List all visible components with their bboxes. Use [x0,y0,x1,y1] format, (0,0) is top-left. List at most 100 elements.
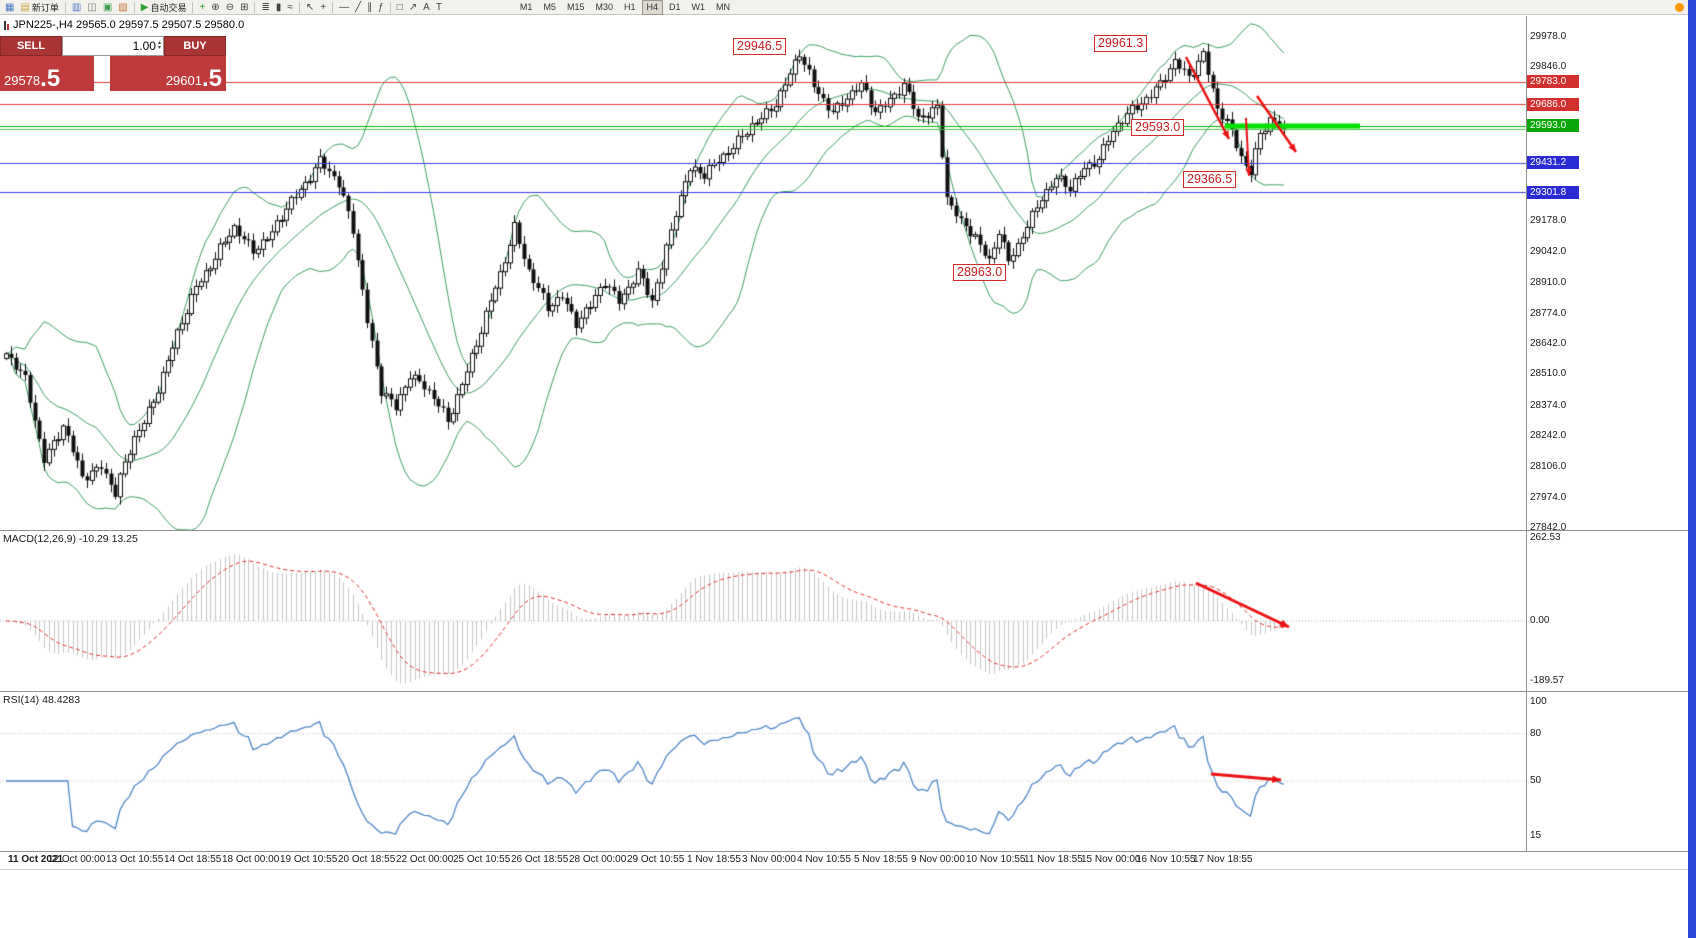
price-axis-label: 28374.0 [1530,399,1567,411]
toolbar-separator [298,1,300,13]
time-axis-label: 11 Oct 2021 [8,854,64,865]
new-chart-button[interactable]: ▦ [2,1,17,14]
time-axis-label: 9 Nov 00:00 [911,854,965,865]
arrows-icon: ↗ [408,1,418,13]
macd-axis-label: -189.57 [1530,674,1564,686]
zoom-out-button[interactable]: ⊖ [223,1,237,14]
tile-windows-button[interactable]: ⊞ [237,1,251,14]
price-axis-label: 29846.0 [1530,61,1567,73]
price-level-tag: 29431.2 [1527,156,1579,170]
timeframe-d1-button[interactable]: D1 [669,1,681,12]
shapes-button[interactable]: □ [394,1,406,14]
vertical-scrollbar[interactable] [1688,0,1696,938]
new-order-icon: ▤ [20,1,30,13]
toolbar-separator [192,1,194,13]
timeframe-m1-button[interactable]: M1 [519,1,533,12]
rsi-indicator-label: RSI(14) 48.4283 [3,694,80,706]
price-annotation-label: 29961.3 [1094,35,1148,52]
crosshair-button[interactable]: + [317,1,329,14]
trendline-button[interactable]: ╱ [352,1,364,14]
time-axis-label: 5 Nov 18:55 [854,854,908,865]
timeframe-w1-button[interactable]: W1 [691,1,706,12]
time-axis-label: 29 Oct 10:55 [627,854,685,865]
text-label-button[interactable]: T [433,1,445,14]
candlestick-icon [4,20,9,30]
volume-input[interactable]: 1.00 ▴ ▾ [62,36,164,56]
candlestick-chart-icon: ▮ [275,1,282,13]
cursor-icon: ↖ [305,1,315,13]
line-chart-button[interactable]: ≈ [284,1,296,14]
profiles-button[interactable]: ◫ [84,1,99,14]
market-watch-icon: ▣ [102,1,113,13]
timeframe-mn-button[interactable]: MN [716,1,731,12]
time-axis-label: 26 Oct 18:55 [511,854,569,865]
pane-separator[interactable] [0,691,1688,692]
market-watch-button[interactable]: ▣ [100,1,115,14]
autotrading-button[interactable]: ▶ 自动交易 [138,1,190,14]
arrows-button[interactable]: ↗ [406,1,420,14]
pane-separator[interactable] [0,851,1688,852]
price-level-tag: 29783.0 [1527,75,1579,89]
charts-icon: ▥ [71,1,82,13]
price-gap [94,56,110,91]
price-axis-label: 29178.0 [1530,214,1567,226]
spinner-up-icon[interactable]: ▴ [157,40,161,46]
sell-button[interactable]: SELL [0,36,62,56]
navigator-button[interactable]: ▧ [115,1,130,14]
timeframe-group: M1 M5 M15 M30 H1 H4 D1 W1 MN [515,0,735,15]
fibonacci-button[interactable]: ƒ [375,1,387,14]
timeframe-m15-button[interactable]: M15 [566,1,585,12]
timeframe-h4-button[interactable]: H4 [641,0,664,15]
cursor-button[interactable]: ↖ [303,1,317,14]
equidistant-channel-button[interactable]: ∥ [364,1,375,14]
zoom-in-icon: ⊕ [211,1,220,13]
fibonacci-icon: ƒ [378,1,384,13]
macd-indicator-label: MACD(12,26,9) -10.29 13.25 [3,533,138,545]
price-axis-label: 28106.0 [1530,461,1567,473]
price-level-tag: 29301.8 [1527,185,1579,199]
time-axis-label: 20 Oct 18:55 [338,854,396,865]
chart-ohlc-info: JPN225-,H4 29565.0 29597.5 29507.5 29580… [4,19,244,31]
rsi-name: RSI(14) [3,694,40,706]
time-axis-label: 4 Nov 10:55 [797,854,851,865]
time-axis-label: 19 Oct 10:55 [280,854,338,865]
price-level-tag: 29686.0 [1527,97,1579,111]
pane-separator[interactable] [0,530,1688,531]
volume-spinner[interactable]: ▴ ▾ [157,40,161,51]
buy-price-main: 29601 [165,73,202,88]
profiles-icon: ◫ [87,1,97,13]
indicators-button[interactable]: + [196,1,208,14]
timeframe-m30-button[interactable]: M30 [595,1,613,12]
price-axis-label: 27842.0 [1530,522,1567,534]
spinner-down-icon[interactable]: ▾ [157,45,161,51]
price-annotation-label: 28963.0 [953,264,1007,281]
timeframe-h1-button[interactable]: H1 [623,1,636,12]
bar-chart-button[interactable]: ≣ [258,1,272,14]
volume-value: 1.00 [132,39,156,53]
time-axis-label: 25 Oct 10:55 [453,854,511,865]
time-axis-label: 15 Nov 00:00 [1081,854,1141,865]
sell-price[interactable]: 29578 .5 [0,56,94,91]
time-axis-label: 12 Oct 00:00 [48,854,106,865]
time-axis-label: 14 Oct 18:55 [164,854,222,865]
price-axis-label: 28774.0 [1530,307,1567,319]
price-axis-label: 28510.0 [1530,368,1567,380]
timeframe-m5-button[interactable]: M5 [543,1,556,12]
candlestick-chart-button[interactable]: ▮ [273,1,285,14]
new-order-button[interactable]: ▤ 新订单 [17,1,61,14]
horizontal-line-button[interactable]: — [336,1,352,14]
trendline-icon: ╱ [355,1,362,13]
toolbar-separator [254,1,256,13]
buy-button[interactable]: BUY [164,36,226,56]
zoom-in-button[interactable]: ⊕ [208,1,222,14]
price-axis-border [1526,16,1527,852]
price-axis-label: 28910.0 [1530,276,1567,288]
buy-price[interactable]: 29601 .5 [110,56,226,91]
text-button[interactable]: A [420,1,433,14]
connection-status-icon[interactable] [1675,3,1684,12]
text-label-icon: T [435,1,442,13]
charts-button[interactable]: ▥ [69,1,84,14]
bar-chart-icon: ≣ [261,1,270,13]
rsi-axis-label: 80 [1530,727,1542,739]
